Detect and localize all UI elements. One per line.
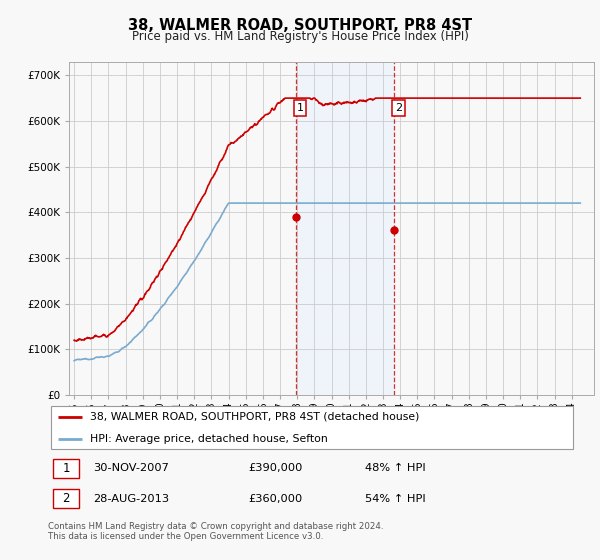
Text: 1: 1 (296, 103, 304, 113)
Text: 48% ↑ HPI: 48% ↑ HPI (365, 464, 425, 473)
Text: 38, WALMER ROAD, SOUTHPORT, PR8 4ST (detached house): 38, WALMER ROAD, SOUTHPORT, PR8 4ST (det… (90, 412, 419, 422)
FancyBboxPatch shape (50, 406, 574, 449)
Text: 38, WALMER ROAD, SOUTHPORT, PR8 4ST: 38, WALMER ROAD, SOUTHPORT, PR8 4ST (128, 18, 472, 33)
Text: 2: 2 (62, 492, 70, 505)
Text: £360,000: £360,000 (248, 494, 303, 503)
Text: 2: 2 (395, 103, 403, 113)
FancyBboxPatch shape (53, 489, 79, 508)
Text: £390,000: £390,000 (248, 464, 303, 473)
Bar (296, 62, 394, 395)
Text: Contains HM Land Registry data © Crown copyright and database right 2024.
This d: Contains HM Land Registry data © Crown c… (48, 522, 383, 542)
FancyBboxPatch shape (53, 459, 79, 478)
Text: 30-NOV-2007: 30-NOV-2007 (93, 464, 169, 473)
Text: 28-AUG-2013: 28-AUG-2013 (93, 494, 169, 503)
Text: 1: 1 (62, 462, 70, 475)
Text: Price paid vs. HM Land Registry's House Price Index (HPI): Price paid vs. HM Land Registry's House … (131, 30, 469, 43)
Text: HPI: Average price, detached house, Sefton: HPI: Average price, detached house, Seft… (90, 434, 328, 444)
Text: 54% ↑ HPI: 54% ↑ HPI (365, 494, 425, 503)
